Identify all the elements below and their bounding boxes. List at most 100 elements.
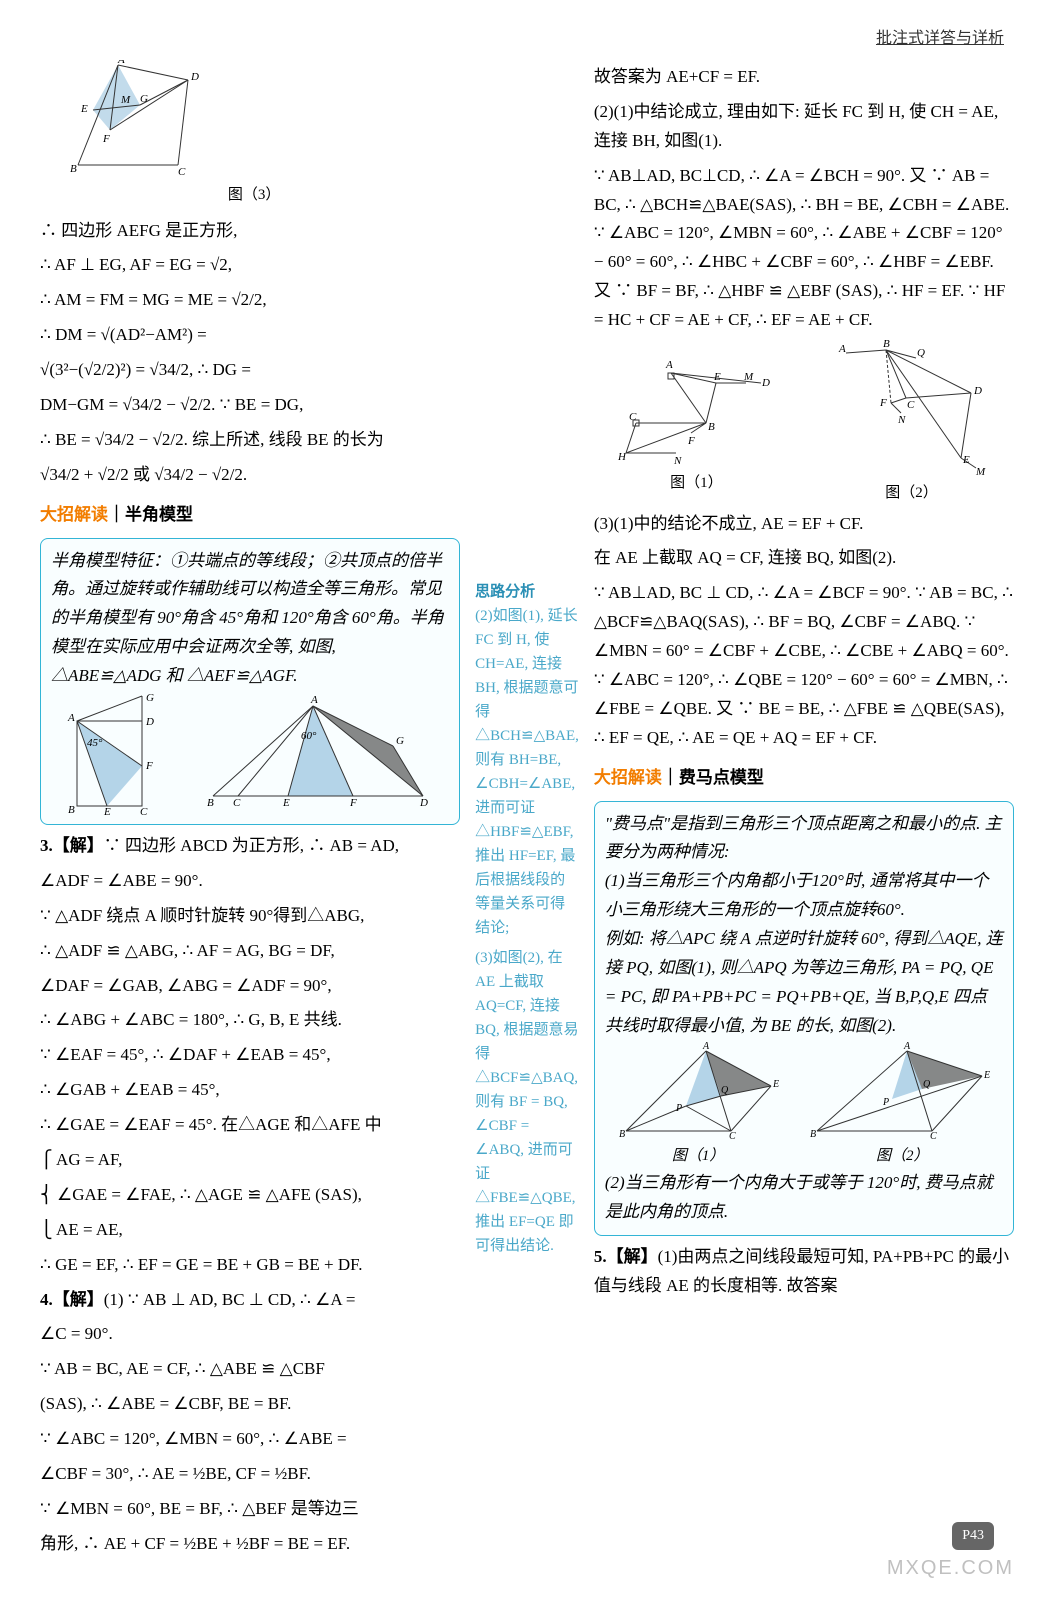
q4-l5: ∵ ∠ABC = 120°, ∠MBN = 60°, ∴ ∠ABE = — [40, 1425, 460, 1454]
fermat2-svg: A B C P Q E — [807, 1041, 997, 1141]
fermat1-svg: A B C P Q E — [611, 1041, 786, 1141]
svg-text:N: N — [897, 414, 906, 426]
svg-text:E: E — [962, 454, 970, 466]
svg-text:C: C — [140, 806, 148, 816]
right-figs-1: A B C D E M F N H 图（1） — [594, 338, 1014, 507]
svg-text:C: C — [930, 1131, 937, 1141]
svg-text:A: A — [310, 694, 318, 706]
svg-text:D: D — [145, 716, 154, 728]
l-line4: ∴ DM = √(AD²−AM²) = — [40, 321, 460, 350]
svg-text:E: E — [80, 103, 88, 115]
svg-text:Q: Q — [721, 1085, 729, 1096]
half-angle-right-svg: A B C D E F G 60° — [193, 691, 438, 811]
q4-l2: ∠C = 90°. — [40, 1320, 460, 1349]
dazhao2-b2: (1)当三角形三个内角都小于120°时, 通常将其中一个小三角形绕大三角形的一个… — [605, 867, 1003, 925]
middle-column: 思路分析 (2)如图(1), 延长 FC 到 H, 使 CH=AE, 连接 BH… — [475, 60, 579, 1560]
q3-l5: ∠DAF = ∠GAB, ∠ABG = ∠ADF = 90°, — [40, 972, 460, 1001]
svg-text:G: G — [396, 735, 404, 747]
svg-text:B: B — [207, 797, 214, 809]
svg-text:M: M — [743, 371, 754, 383]
svg-text:E: E — [282, 797, 290, 809]
right-fig2-svg: A B C D E F M N Q — [831, 338, 991, 478]
svg-text:45°: 45° — [87, 737, 103, 749]
svg-text:F: F — [879, 397, 887, 409]
dazhao1-figs: A B C D E F G 45° — [51, 691, 449, 816]
side-analysis: 思路分析 (2)如图(1), 延长 FC 到 H, 使 CH=AE, 连接 BH… — [475, 60, 579, 1258]
dazhao1-title: 大招解读｜半角模型 — [40, 501, 460, 530]
dazhao2-b1: "费马点"是指到三角形三个顶点距离之和最小的点. 主要分为两种情况: — [605, 810, 1003, 868]
fermat2-wrap: A B C P Q E 图（2） — [807, 1041, 997, 1170]
q3-l12: ⎩ AE = AE, — [40, 1216, 460, 1245]
svg-text:G: G — [146, 692, 154, 704]
r-l3: ∵ AB⊥AD, BC⊥CD, ∴ ∠A = ∠BCH = 90°. 又 ∵ A… — [594, 162, 1014, 335]
q3-l13: ∴ GE = EF, ∴ EF = GE = BE + GB = BE + DF… — [40, 1251, 460, 1280]
fig1-wrap: A B C D E M F N H 图（1） — [616, 338, 776, 507]
svg-text:A: A — [117, 60, 125, 66]
svg-text:B: B — [70, 163, 77, 175]
svg-text:M: M — [975, 466, 986, 478]
l-line2: ∴ AF ⊥ EG, AF = EG = √2, — [40, 251, 460, 280]
q4-l7: ∵ ∠MBN = 60°, BE = BF, ∴ △BEF 是等边三 — [40, 1495, 460, 1524]
svg-text:A: A — [903, 1041, 911, 1052]
svg-text:A: A — [838, 343, 846, 355]
svg-text:P: P — [882, 1097, 889, 1108]
q3-l10: ⎧ AG = AF, — [40, 1146, 460, 1175]
svg-text:B: B — [68, 804, 75, 816]
svg-text:G: G — [140, 93, 148, 105]
svg-text:B: B — [883, 338, 890, 350]
svg-text:C: C — [178, 166, 186, 178]
dazhao2-box: "费马点"是指到三角形三个顶点距离之和最小的点. 主要分为两种情况: (1)当三… — [594, 801, 1014, 1236]
svg-text:F: F — [102, 133, 110, 145]
page-number: P43 — [952, 1522, 994, 1550]
dazhao1-box: 半角模型特征：①共端点的等线段；②共顶点的倍半角。通过旋转或作辅助线可以构造全等… — [40, 538, 460, 825]
q3-l2: ∠ADF = ∠ABE = 90°. — [40, 867, 460, 896]
svg-text:C: C — [729, 1131, 736, 1141]
r-l4: (3)(1)中的结论不成立, AE = EF + CF. — [594, 510, 1014, 539]
q4-l0: 4.【解】(1) ∵ AB ⊥ AD, BC ⊥ CD, ∴ ∠A = — [40, 1286, 460, 1315]
dazhao1-title-black: ｜半角模型 — [108, 505, 193, 524]
dazhao2-b3: 例如: 将△APC 绕 A 点逆时针旋转 60°, 得到△AQE, 连接 PQ,… — [605, 925, 1003, 1041]
fig3-label: 图（3） — [48, 183, 460, 209]
q3-l8: ∴ ∠GAB + ∠EAB = 45°, — [40, 1076, 460, 1105]
q3-l9: ∴ ∠GAE = ∠EAF = 45°. 在△AGE 和△AFE 中 — [40, 1111, 460, 1140]
figure-3-svg: A B C D E F M G — [48, 60, 208, 180]
watermark: MXQE.COM — [887, 1551, 1014, 1585]
right-fig1-svg: A B C D E M F N H — [616, 338, 776, 468]
r-l2: (2)(1)中结论成立, 理由如下: 延长 FC 到 H, 使 CH = AE,… — [594, 98, 1014, 156]
dazhao2-title-orange: 大招解读 — [594, 768, 662, 787]
dazhao1-title-orange: 大招解读 — [40, 505, 108, 524]
l-line6: DM−GM = √34/2 − √2/2. ∵ BE = DG, — [40, 391, 460, 420]
q3-l7: ∵ ∠EAF = 45°, ∴ ∠DAF + ∠EAB = 45°, — [40, 1041, 460, 1070]
side-p1: (2)如图(1), 延长 FC 到 H, 使 CH=AE, 连接 BH, 根据题… — [475, 604, 579, 940]
svg-text:P: P — [675, 1103, 682, 1114]
svg-text:F: F — [145, 760, 153, 772]
l-line1: ∴ 四边形 AEFG 是正方形, — [40, 217, 460, 246]
q3-l3: ∵ △ADF 绕点 A 顺时针旋转 90°得到△ABG, — [40, 902, 460, 931]
fermat-fig2-label: 图（2） — [807, 1144, 997, 1170]
svg-text:B: B — [810, 1129, 816, 1140]
svg-text:Q: Q — [923, 1079, 931, 1090]
content-columns: A B C D E F M G 图（3） ∴ 四边形 AEFG 是正方形, ∴ … — [40, 60, 1014, 1560]
svg-text:E: E — [103, 806, 111, 816]
q4-l3: ∵ AB = BC, AE = CF, ∴ △ABE ≌ △CBF — [40, 1355, 460, 1384]
svg-text:C: C — [629, 411, 637, 423]
q5-l0: 5.【解】(1)由两点之间线段最短可知, PA+PB+PC 的最小值与线段 AE… — [594, 1243, 1014, 1301]
r-l1: 故答案为 AE+CF = EF. — [594, 63, 1014, 92]
svg-text:D: D — [419, 797, 428, 809]
svg-text:B: B — [619, 1129, 625, 1140]
svg-text:B: B — [708, 421, 715, 433]
l-line7: ∴ BE = √34/2 − √2/2. 综上所述, 线段 BE 的长为 — [40, 426, 460, 455]
svg-text:N: N — [673, 455, 682, 467]
svg-text:E: E — [772, 1079, 779, 1090]
half-angle-left-svg: A B C D E F G 45° — [62, 691, 162, 816]
svg-text:M: M — [120, 94, 131, 106]
q3-l0: 3.【解】∵ 四边形 ABCD 为正方形, ∴ AB = AD, — [40, 832, 460, 861]
svg-text:D: D — [190, 71, 199, 83]
svg-text:Q: Q — [917, 347, 925, 359]
svg-text:F: F — [349, 797, 357, 809]
q3-l11: ⎨ ∠GAE = ∠FAE, ∴ △AGE ≌ △AFE (SAS), — [40, 1181, 460, 1210]
svg-text:A: A — [665, 359, 673, 371]
q3-l6: ∴ ∠ABG + ∠ABC = 180°, ∴ G, B, E 共线. — [40, 1006, 460, 1035]
fig1-label: 图（1） — [616, 471, 776, 497]
svg-text:E: E — [983, 1070, 990, 1081]
